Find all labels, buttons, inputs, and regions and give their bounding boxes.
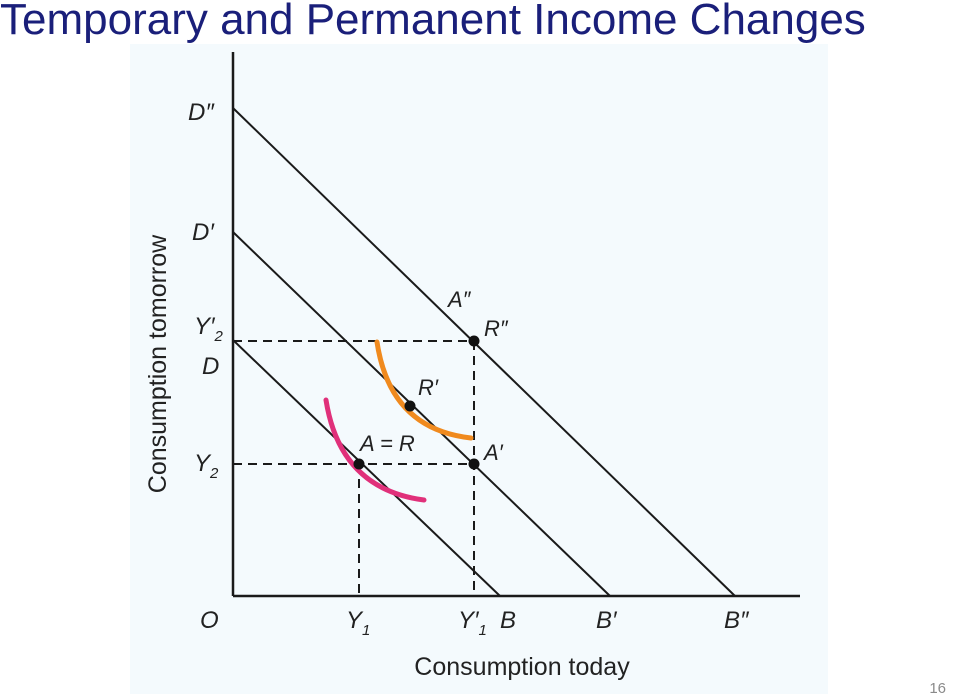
label-d-double-prime: D″ [188, 99, 215, 126]
slide-number: 16 [929, 680, 946, 697]
diagram-panel: A = R R′ A′ A″ R″ D″ D′ Y′2 D Y2 O Y1 Y′… [130, 44, 828, 694]
label-d-prime: D′ [192, 219, 215, 246]
point-a-eq-r [353, 458, 365, 470]
consumption-diagram: A = R R′ A′ A″ R″ D″ D′ Y′2 D Y2 O Y1 Y′… [144, 52, 800, 681]
label-a-prime: A′ [482, 440, 504, 465]
label-r-prime: R′ [418, 375, 439, 400]
label-y1: Y1 [346, 607, 370, 639]
point-r-double-prime [468, 335, 480, 347]
indifference-curve-initial [323, 397, 427, 503]
point-r-prime [404, 400, 416, 412]
label-y2-prime: Y′2 [194, 313, 224, 345]
label-origin: O [200, 607, 219, 634]
slide-title: Temporary and Permanent Income Changes [0, 0, 866, 44]
budget-line-dp-bp [232, 231, 611, 597]
label-r-double-prime: R″ [484, 316, 509, 341]
label-a-double-prime: A″ [446, 287, 472, 312]
label-y2: Y2 [194, 450, 219, 482]
point-a-prime [468, 458, 480, 470]
label-b-double-prime: B″ [724, 607, 750, 634]
label-a-eq-r: A = R [358, 431, 415, 456]
label-b: B [500, 607, 516, 634]
x-axis-title: Consumption today [414, 653, 630, 681]
label-y1-prime: Y′1 [458, 607, 487, 639]
budget-line-dpp-bpp [232, 107, 736, 597]
label-d: D [202, 353, 219, 380]
label-b-prime: B′ [596, 607, 618, 634]
y-axis-title: Consumption tomorrow [144, 234, 172, 493]
budget-line-db [232, 339, 501, 597]
